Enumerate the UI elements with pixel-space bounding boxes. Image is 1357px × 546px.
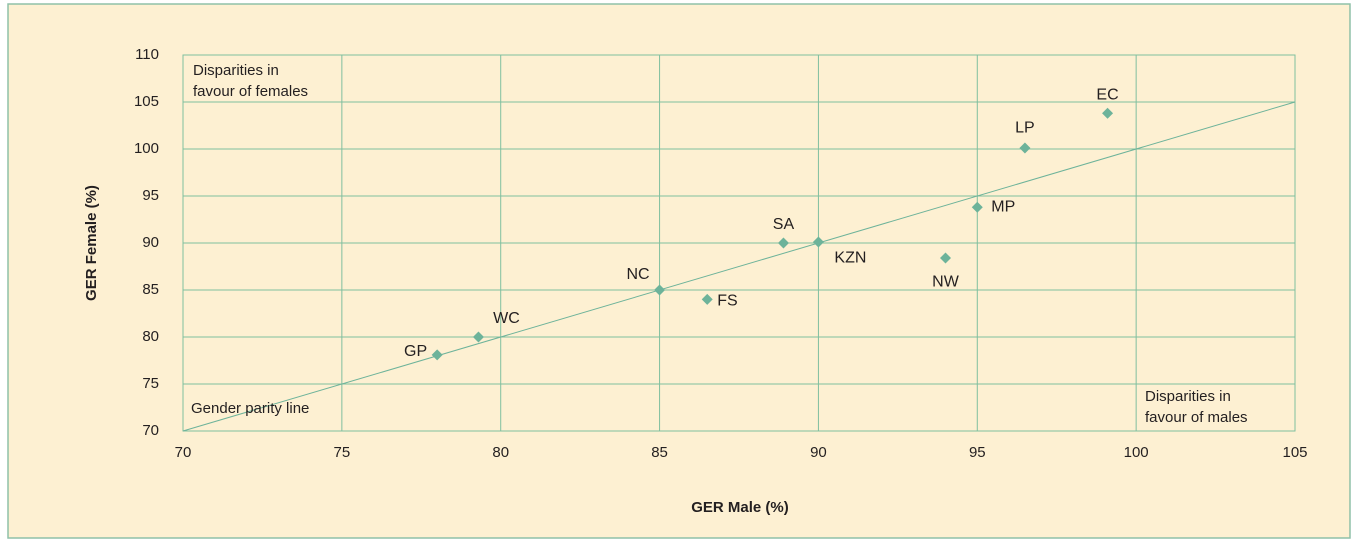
point	[431, 349, 443, 361]
point-label: KZN	[834, 249, 866, 266]
reference-line-label: Gender parity line	[191, 400, 309, 417]
point-label: LP	[1015, 119, 1035, 136]
x-tick-label: 105	[1282, 444, 1307, 461]
y-tick-label: 70	[142, 422, 159, 439]
frame	[7, 3, 1351, 539]
annotation: Disparities in	[193, 62, 279, 79]
annotation: Disparities in	[1145, 388, 1231, 405]
y-tick-label: 95	[142, 187, 159, 204]
point-label: MP	[991, 198, 1015, 215]
point	[1102, 107, 1114, 119]
y-tick-label: 75	[142, 375, 159, 392]
x-axis-label: GER Male (%)	[691, 499, 789, 516]
point	[472, 331, 484, 343]
y-tick-label: 85	[142, 281, 159, 298]
point-label: SA	[773, 216, 795, 233]
y-tick-label: 100	[134, 140, 159, 157]
x-tick-label: 95	[969, 444, 986, 461]
point	[654, 284, 666, 296]
x-tick-label: 90	[810, 444, 827, 461]
point	[777, 237, 789, 249]
point	[940, 252, 952, 264]
x-tick-label: 85	[651, 444, 668, 461]
annotation: favour of females	[193, 83, 308, 100]
point-label: NC	[626, 266, 649, 283]
point-label: FS	[717, 293, 737, 310]
point-label: GP	[404, 343, 427, 360]
point-label: NW	[932, 273, 960, 290]
point	[1019, 142, 1031, 154]
annotation: favour of males	[1145, 409, 1248, 426]
y-tick-label: 105	[134, 93, 159, 110]
point	[812, 236, 824, 248]
point	[971, 201, 983, 213]
point	[701, 293, 713, 305]
x-tick-label: 80	[492, 444, 509, 461]
x-tick-label: 100	[1124, 444, 1149, 461]
reference-line	[182, 101, 1296, 432]
point-label: WC	[493, 310, 520, 327]
x-tick-label: 70	[175, 444, 192, 461]
y-axis-label: GER Female (%)	[83, 185, 100, 301]
x-tick-label: 75	[334, 444, 351, 461]
y-tick-label: 80	[142, 328, 159, 345]
point-label: EC	[1096, 86, 1118, 103]
y-tick-label: 90	[142, 234, 159, 251]
y-tick-label: 110	[135, 46, 159, 63]
